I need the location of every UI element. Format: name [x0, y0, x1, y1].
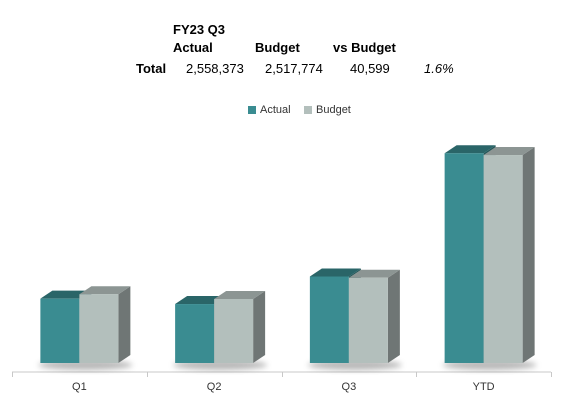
total-budget-value: 2,517,774 — [265, 61, 323, 76]
bar-actual-ytd — [444, 153, 484, 363]
chart-legend: Actual Budget — [0, 104, 571, 122]
bar-top-actual-ytd — [444, 145, 496, 154]
bar-top-budget-q1 — [79, 286, 131, 295]
legend-swatch-actual — [248, 106, 256, 114]
x-tick-label: Q2 — [207, 381, 222, 393]
legend-label-budget: Budget — [316, 104, 351, 116]
bar-top-actual-q1 — [40, 290, 92, 299]
bar-side-budget-q1 — [118, 286, 131, 363]
legend-item-actual: Actual — [248, 104, 291, 116]
bar-side-budget-ytd — [522, 147, 535, 363]
bar-top-budget-q3 — [348, 269, 400, 278]
legend-item-budget: Budget — [304, 104, 351, 116]
x-tick-label: YTD — [473, 381, 495, 393]
summary-title: FY23 Q3 — [173, 22, 226, 37]
header-actual: Actual — [173, 40, 213, 55]
bar-budget-q2 — [214, 298, 254, 363]
summary-table: FY23 Q3 Actual Budget vs Budget Total 2,… — [0, 0, 571, 80]
bar-side-budget-q2 — [253, 290, 266, 363]
bar-actual-q2 — [175, 304, 215, 363]
total-vs-budget-value: 40,599 — [350, 61, 390, 76]
bar-actual-q3 — [309, 276, 349, 363]
total-actual-value: 2,558,373 — [186, 61, 244, 76]
bar-budget-q3 — [348, 277, 388, 363]
header-vs-budget: vs Budget — [333, 40, 396, 55]
x-tick-label: Q3 — [342, 381, 357, 393]
legend-label-actual: Actual — [260, 104, 291, 116]
bar-top-budget-ytd — [483, 147, 535, 156]
bar-budget-q1 — [79, 294, 119, 363]
total-vs-budget-pct: 1.6% — [424, 61, 454, 76]
bar-top-actual-q2 — [175, 296, 227, 305]
bar-budget-ytd — [483, 155, 523, 363]
row-label-total: Total — [136, 61, 167, 76]
bar-top-budget-q2 — [214, 290, 266, 299]
header-budget: Budget — [255, 40, 300, 55]
x-tick-label: Q1 — [72, 381, 87, 393]
bar-side-budget-q3 — [387, 269, 400, 363]
legend-swatch-budget — [304, 106, 312, 114]
bar-top-actual-q3 — [309, 268, 361, 277]
bar-actual-q1 — [40, 298, 80, 363]
